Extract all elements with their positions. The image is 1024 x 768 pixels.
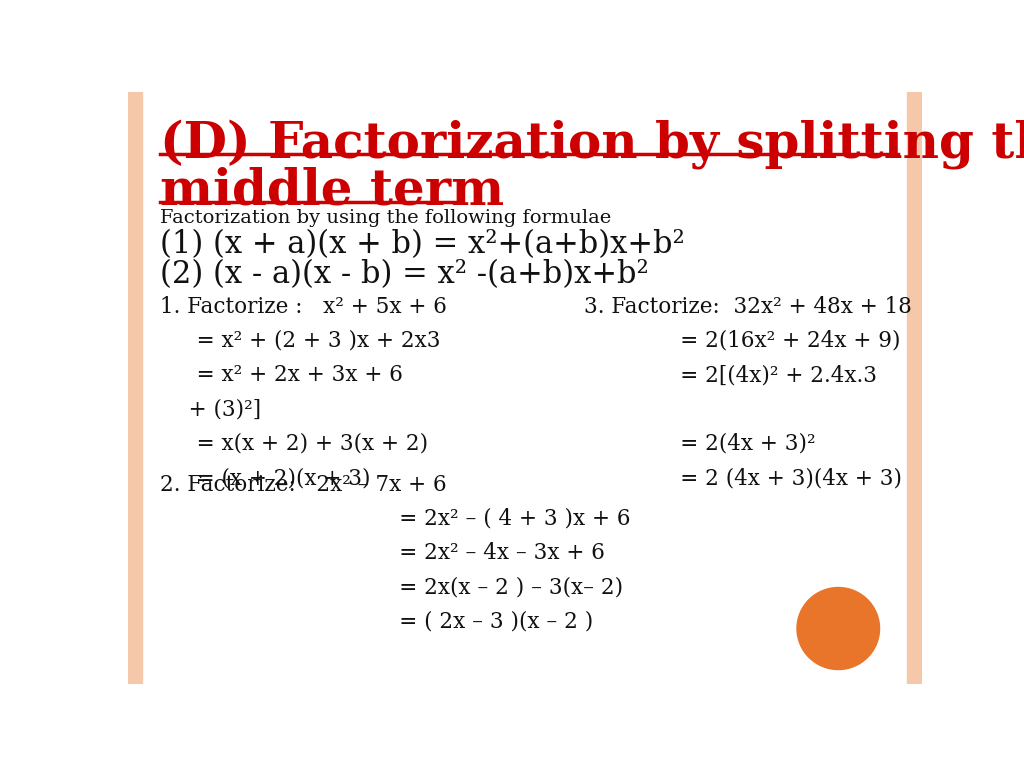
Text: = 2x(x – 2 ) – 3(x– 2): = 2x(x – 2 ) – 3(x– 2) — [303, 577, 623, 598]
Text: middle term: middle term — [160, 166, 504, 215]
Text: = 2(4x + 3)²: = 2(4x + 3)² — [585, 433, 816, 455]
Text: (D) Factorization by splitting the: (D) Factorization by splitting the — [160, 119, 1024, 169]
Text: = x(x + 2) + 3(x + 2): = x(x + 2) + 3(x + 2) — [176, 433, 428, 455]
Text: = 2 (4x + 3)(4x + 3): = 2 (4x + 3)(4x + 3) — [585, 467, 902, 489]
Text: 1. Factorize :   x² + 5x + 6: 1. Factorize : x² + 5x + 6 — [160, 296, 446, 318]
Text: (1) (x + a)(x + b) = x²+(a+b)x+b²: (1) (x + a)(x + b) = x²+(a+b)x+b² — [160, 230, 684, 260]
Text: = 2x² – ( 4 + 3 )x + 6: = 2x² – ( 4 + 3 )x + 6 — [303, 508, 630, 530]
Text: = ( 2x – 3 )(x – 2 ): = ( 2x – 3 )(x – 2 ) — [303, 611, 593, 633]
Text: = 2(16x² + 24x + 9): = 2(16x² + 24x + 9) — [585, 330, 901, 352]
Text: = 2[(4x)² + 2.4x.3: = 2[(4x)² + 2.4x.3 — [585, 364, 878, 386]
Text: = x² + (2 + 3 )x + 2x3: = x² + (2 + 3 )x + 2x3 — [176, 330, 440, 352]
Text: 2. Factorize:   2x² – 7x + 6: 2. Factorize: 2x² – 7x + 6 — [160, 474, 446, 495]
Ellipse shape — [797, 588, 880, 670]
Bar — [907, 92, 922, 684]
Text: 3. Factorize:  32x² + 48x + 18: 3. Factorize: 32x² + 48x + 18 — [585, 296, 912, 318]
Bar — [128, 92, 142, 684]
Text: = 2x² – 4x – 3x + 6: = 2x² – 4x – 3x + 6 — [303, 542, 604, 564]
Text: = (x + 2)(x + 3): = (x + 2)(x + 3) — [176, 467, 370, 489]
Text: = x² + 2x + 3x + 6: = x² + 2x + 3x + 6 — [176, 364, 402, 386]
Text: Factorization by using the following formulae: Factorization by using the following for… — [160, 209, 611, 227]
Text: + (3)²]: + (3)²] — [168, 399, 261, 421]
Text: (2) (x - a)(x - b) = x² -(a+b)x+b²: (2) (x - a)(x - b) = x² -(a+b)x+b² — [160, 259, 648, 290]
